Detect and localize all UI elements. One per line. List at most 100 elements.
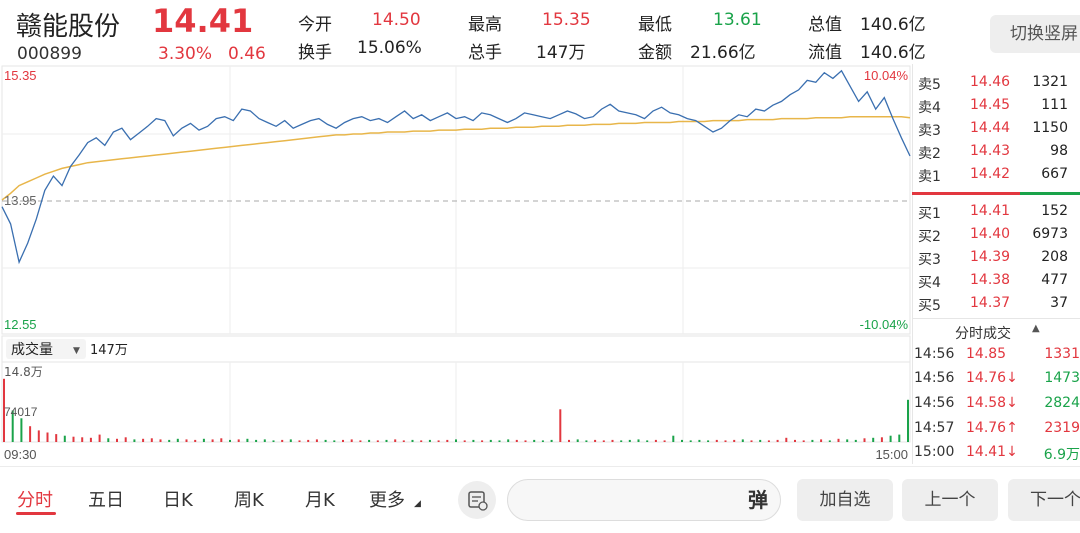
- volume-bar: [46, 432, 49, 442]
- volume-bar: [828, 440, 831, 442]
- bid-price: 14.37: [970, 295, 1011, 311]
- quote-value-total-volume: 147万: [536, 43, 586, 63]
- trade-time: 15:00: [914, 444, 955, 460]
- volume-bar: [515, 439, 518, 442]
- volume-bar: [628, 439, 631, 442]
- volume-bar: [759, 439, 762, 442]
- volume-bar: [176, 438, 179, 442]
- ask-label: 卖5: [918, 77, 941, 93]
- stock-code: 000899: [17, 44, 82, 64]
- tab-five-day[interactable]: 五日: [88, 490, 124, 511]
- switch-portrait-button[interactable]: 切换竖屏: [990, 15, 1080, 53]
- volume-bar: [98, 434, 101, 442]
- volume-bar: [785, 437, 788, 442]
- change-amount: 0.46: [228, 44, 266, 64]
- price-high-label: 15.35: [4, 68, 37, 83]
- volume-bar: [385, 439, 388, 442]
- volume-bar: [498, 440, 501, 442]
- volume-bar: [481, 440, 484, 442]
- volume-bar: [185, 439, 188, 442]
- trade-time: 14:57: [914, 420, 955, 436]
- quote-value-total-value: 140.6亿: [860, 15, 926, 35]
- quote-label-high: 最高: [468, 15, 502, 35]
- volume-bar: [741, 439, 744, 442]
- tab-more[interactable]: 更多: [369, 490, 405, 511]
- danmaku-icon[interactable]: 弹: [748, 488, 768, 512]
- stock-name: 赣能股份: [16, 12, 121, 42]
- collapse-icon[interactable]: ▲: [1032, 323, 1040, 334]
- price-line: [1, 69, 911, 265]
- intraday-chart[interactable]: 15.35 13.95 12.55 10.04% -10.04% 成交量 ▼ 1…: [0, 64, 912, 464]
- bid-volume: 477: [1041, 272, 1068, 288]
- trade-row: 15:00 14.41↓ 6.9万: [914, 444, 1080, 466]
- trades-title[interactable]: 分时成交: [955, 326, 1011, 342]
- volume-bar: [116, 438, 118, 442]
- volume-bar: [585, 440, 588, 442]
- volume-bar: [55, 434, 58, 442]
- volume-mid-label: 74017: [4, 405, 38, 419]
- volume-bar: [11, 410, 14, 442]
- quote-value-turnover: 15.06%: [357, 38, 422, 58]
- volume-bar: [428, 439, 431, 442]
- volume-bar: [602, 440, 605, 442]
- volume-bar: [681, 439, 683, 442]
- bid-row-4: 买4 14.38 477: [914, 272, 1068, 294]
- tab-weekly-k[interactable]: 周K: [234, 490, 264, 511]
- tab-monthly-k[interactable]: 月K: [305, 490, 335, 511]
- ask-price: 14.43: [970, 143, 1011, 159]
- trade-row: 14:56 14.85 1331: [914, 346, 1080, 368]
- volume-bar: [394, 439, 397, 442]
- volume-bar: [220, 438, 223, 442]
- more-arrow-icon: ◢: [414, 499, 421, 509]
- volume-bar: [63, 435, 66, 442]
- volume-bar: [507, 439, 510, 442]
- trade-price: 14.76↑: [966, 420, 1018, 436]
- volume-bar: [29, 426, 32, 442]
- volume-bar: [907, 399, 909, 442]
- ask-volume: 111: [1041, 97, 1068, 113]
- volume-bar: [37, 430, 40, 442]
- volume-max-label: 14.8万: [4, 365, 43, 379]
- trade-row: 14:56 14.58↓ 2824: [914, 395, 1080, 417]
- ask-row-3: 卖3 14.44 1150: [914, 120, 1068, 142]
- volume-bar: [854, 439, 857, 442]
- bid-label: 买2: [918, 229, 941, 245]
- volume-dropdown-icon: ▼: [73, 346, 80, 356]
- volume-bar: [707, 440, 710, 442]
- quote-label-amount: 金额: [638, 43, 672, 63]
- quote-value-float-value: 140.6亿: [860, 43, 926, 63]
- ask-row-5: 卖5 14.46 1321: [914, 74, 1068, 96]
- previous-stock-button[interactable]: 上一个: [902, 479, 998, 521]
- volume-bar: [124, 437, 127, 442]
- volume-bar: [263, 439, 266, 442]
- trade-row: 14:56 14.76↓ 1473: [914, 370, 1080, 392]
- pct-high-label: 10.04%: [864, 68, 909, 83]
- volume-bar: [898, 434, 901, 442]
- add-watchlist-button[interactable]: 加自选: [797, 479, 893, 521]
- volume-bar: [802, 440, 805, 442]
- bid-volume: 6973: [1032, 226, 1068, 242]
- volume-bar: [611, 439, 614, 442]
- volume-bar: [724, 440, 727, 442]
- volume-selector[interactable]: [6, 339, 86, 359]
- volume-bar: [594, 439, 597, 442]
- volume-bar: [846, 439, 849, 442]
- stock-price: 14.41: [152, 2, 254, 40]
- volume-bar: [889, 435, 892, 442]
- next-stock-button[interactable]: 下一个: [1008, 479, 1080, 521]
- volume-bar: [698, 439, 701, 442]
- volume-bar: [229, 439, 231, 442]
- tab-intraday[interactable]: 分时: [17, 490, 53, 511]
- volume-bar: [654, 439, 657, 442]
- quote-label-open: 今开: [298, 15, 332, 35]
- bid-label: 买4: [918, 275, 941, 291]
- trade-price: 14.76↓: [966, 370, 1018, 386]
- bid-volume: 208: [1041, 249, 1068, 265]
- note-button[interactable]: [458, 481, 496, 519]
- trade-volume: 2824: [1044, 395, 1080, 411]
- volume-bar: [420, 440, 423, 442]
- bid-price: 14.39: [970, 249, 1011, 265]
- tab-daily-k[interactable]: 日K: [163, 490, 193, 511]
- comment-input[interactable]: [507, 479, 781, 521]
- trade-time: 14:56: [914, 395, 955, 411]
